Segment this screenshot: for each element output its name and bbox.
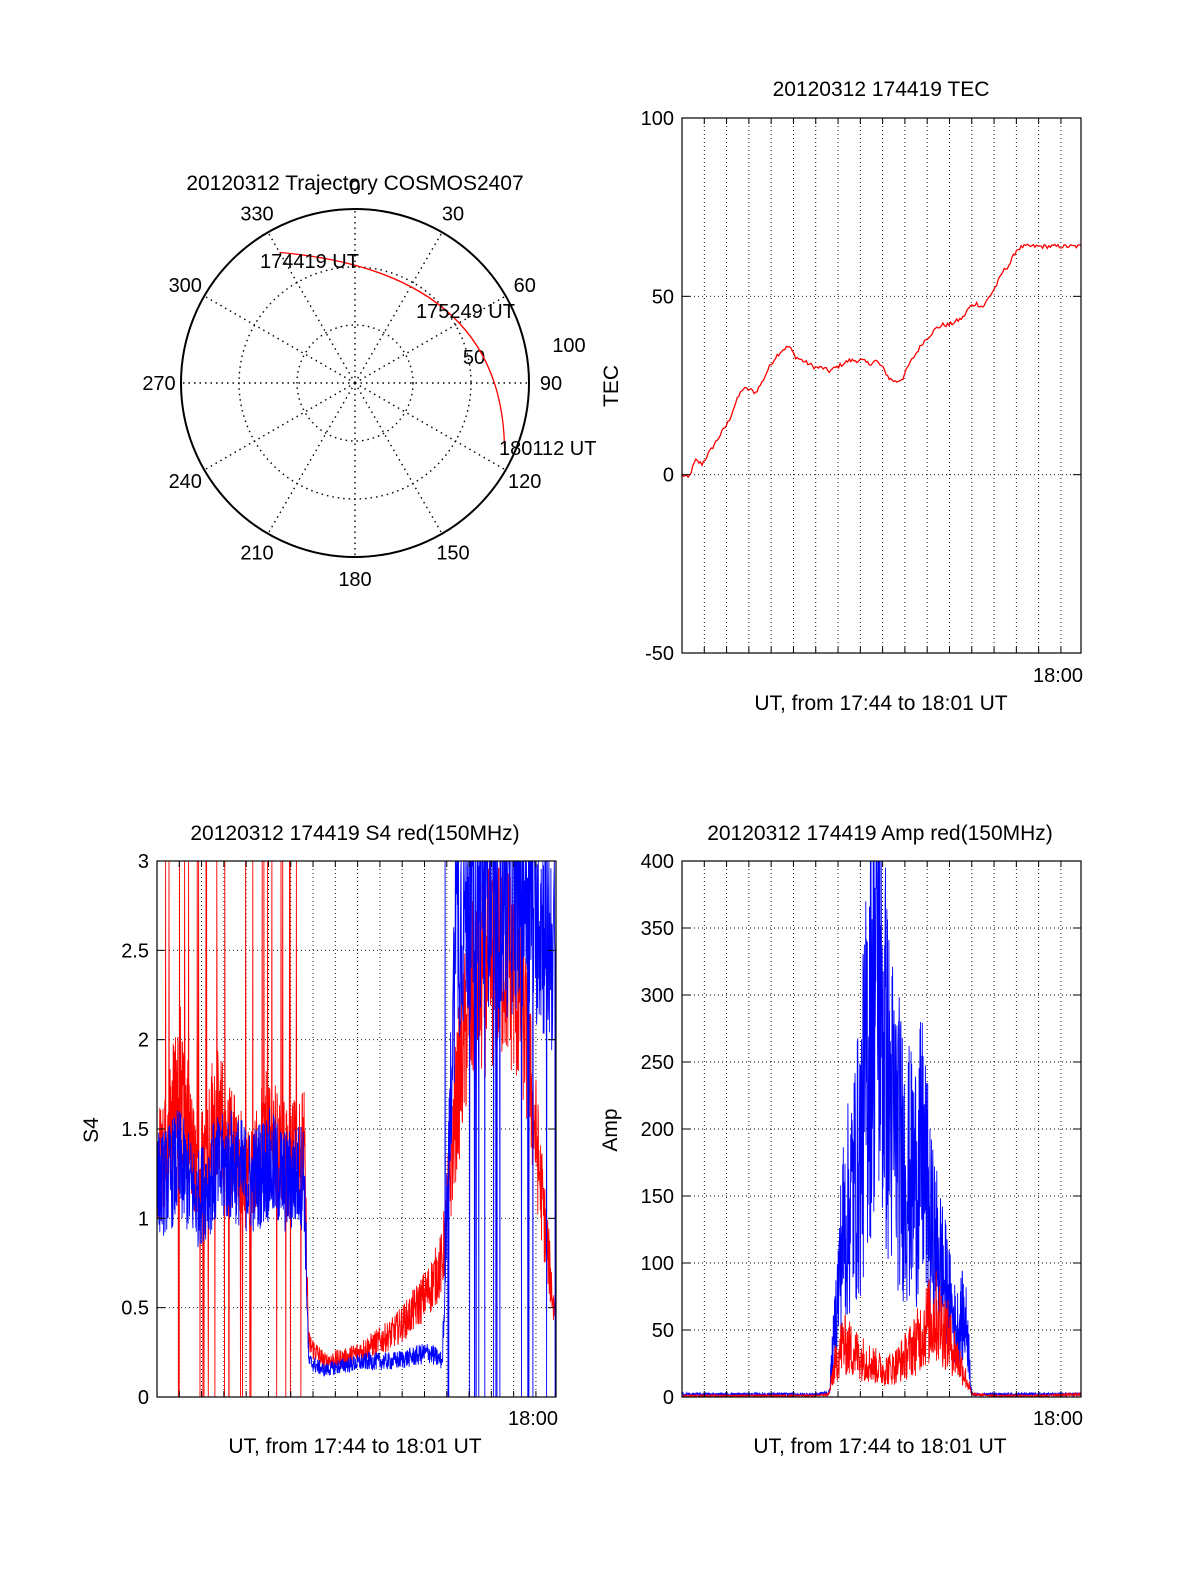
satellite-track-line <box>279 251 506 447</box>
y-tick-label: 0 <box>663 1387 674 1409</box>
amp-y-axis-label: Amp <box>599 1108 622 1151</box>
s4-y-axis-label: S4 <box>80 1117 103 1143</box>
y-tick-label: -50 <box>645 643 674 665</box>
polar-az-label-60: 60 <box>514 275 536 297</box>
y-tick-label: 250 <box>641 1052 674 1074</box>
polar-spoke-150 <box>354 382 443 535</box>
polar-az-label-240: 240 <box>169 471 202 493</box>
polar-spoke-300 <box>203 295 356 384</box>
y-tick-label: 400 <box>641 851 674 873</box>
polar-spoke-120 <box>354 382 507 471</box>
tec-y-ticks: 100 50 0 -50 <box>641 108 1081 665</box>
series-line-tec <box>681 243 1082 479</box>
tec-y-axis-label: TEC <box>600 365 623 407</box>
polar-title: 20120312 Trajectory COSMOS2407 <box>186 172 523 195</box>
tec-x-tick-label: 18:00 <box>1033 665 1083 687</box>
s4-y-ticks: 3 2.5 2 1.5 1 0.5 0 <box>121 851 556 1409</box>
tec-chart: 20120312 174419 TEC 100 50 0 -50 18:00 UT, … <box>600 78 1083 715</box>
track-annotation-end: 180112 UT <box>499 438 596 460</box>
y-tick-label: 0.5 <box>121 1298 149 1320</box>
amp-title: 20120312 174419 Amp red(150MHz) <box>707 822 1053 845</box>
polar-azimuth-labels: 0 30 60 90 120 150 180 210 240 270 300 330 <box>142 177 562 591</box>
s4-x-axis-label: UT, from 17:44 to 18:01 UT <box>228 1435 481 1458</box>
y-tick-label: 100 <box>641 108 674 130</box>
amp-y-ticks: 400 350 300 250 200 150 100 50 0 <box>641 851 1081 1409</box>
y-tick-label: 1.5 <box>121 1119 149 1141</box>
y-tick-label: 0 <box>663 465 674 487</box>
polar-spoke-30 <box>354 231 443 384</box>
polar-az-label-150: 150 <box>436 543 469 565</box>
trajectory-polar-plot: 20120312 Trajectory COSMOS2407 0 30 60 90 12… <box>142 172 596 591</box>
y-tick-label: 3 <box>138 851 149 873</box>
polar-spoke-240 <box>203 382 356 471</box>
s4-series <box>156 860 557 1398</box>
polar-grid <box>181 209 529 557</box>
amp-chart: 20120312 174419 Amp red(150MHz) 400 350 30… <box>599 822 1083 1458</box>
tec-grid <box>682 118 1081 653</box>
track-annotation-start: 174419 UT <box>260 251 359 273</box>
polar-radial-label-50: 50 <box>463 347 485 369</box>
polar-az-label-0: 0 <box>349 177 360 199</box>
tec-x-axis-label: UT, from 17:44 to 18:01 UT <box>754 692 1007 715</box>
y-tick-label: 2 <box>138 1030 149 1052</box>
y-tick-label: 50 <box>652 1320 674 1342</box>
s4-x-tick-label: 18:00 <box>508 1408 558 1430</box>
polar-az-label-180: 180 <box>338 569 371 591</box>
polar-spoke-330 <box>267 231 356 384</box>
tec-title: 20120312 174419 TEC <box>773 78 990 101</box>
tec-series <box>681 243 1082 479</box>
track-annotation-mid: 175249 UT <box>416 301 515 323</box>
polar-az-label-270: 270 <box>142 373 175 395</box>
polar-az-label-300: 300 <box>169 275 202 297</box>
y-tick-label: 200 <box>641 1119 674 1141</box>
polar-ring-0 <box>296 324 414 442</box>
amp-x-axis-label: UT, from 17:44 to 18:01 UT <box>753 1435 1006 1458</box>
y-tick-label: 2.5 <box>121 940 149 962</box>
tec-plot-frame <box>681 117 1082 654</box>
y-tick-label: 150 <box>641 1186 674 1208</box>
polar-az-label-120: 120 <box>508 471 541 493</box>
polar-az-label-30: 30 <box>442 203 464 225</box>
y-tick-label: 50 <box>652 286 674 308</box>
y-tick-label: 100 <box>641 1253 674 1275</box>
y-tick-label: 300 <box>641 985 674 1007</box>
amp-x-tick-label: 18:00 <box>1033 1408 1083 1430</box>
polar-spoke-210 <box>267 382 356 535</box>
y-tick-label: 350 <box>641 918 674 940</box>
series-line-s4-blue <box>156 860 557 1398</box>
polar-az-label-90: 90 <box>540 373 562 395</box>
polar-az-label-210: 210 <box>240 543 273 565</box>
s4-title: 20120312 174419 S4 red(150MHz) <box>190 822 519 845</box>
polar-outer-circle <box>180 208 530 558</box>
polar-spoke-60 <box>354 295 507 384</box>
s4-chart: 20120312 174419 S4 red(150MHz) 3 2.5 2 1.5 1… <box>80 822 558 1458</box>
y-tick-label: 0 <box>138 1387 149 1409</box>
polar-az-label-330: 330 <box>240 203 273 225</box>
polar-radial-label-100: 100 <box>552 335 585 357</box>
y-tick-label: 1 <box>138 1208 149 1230</box>
